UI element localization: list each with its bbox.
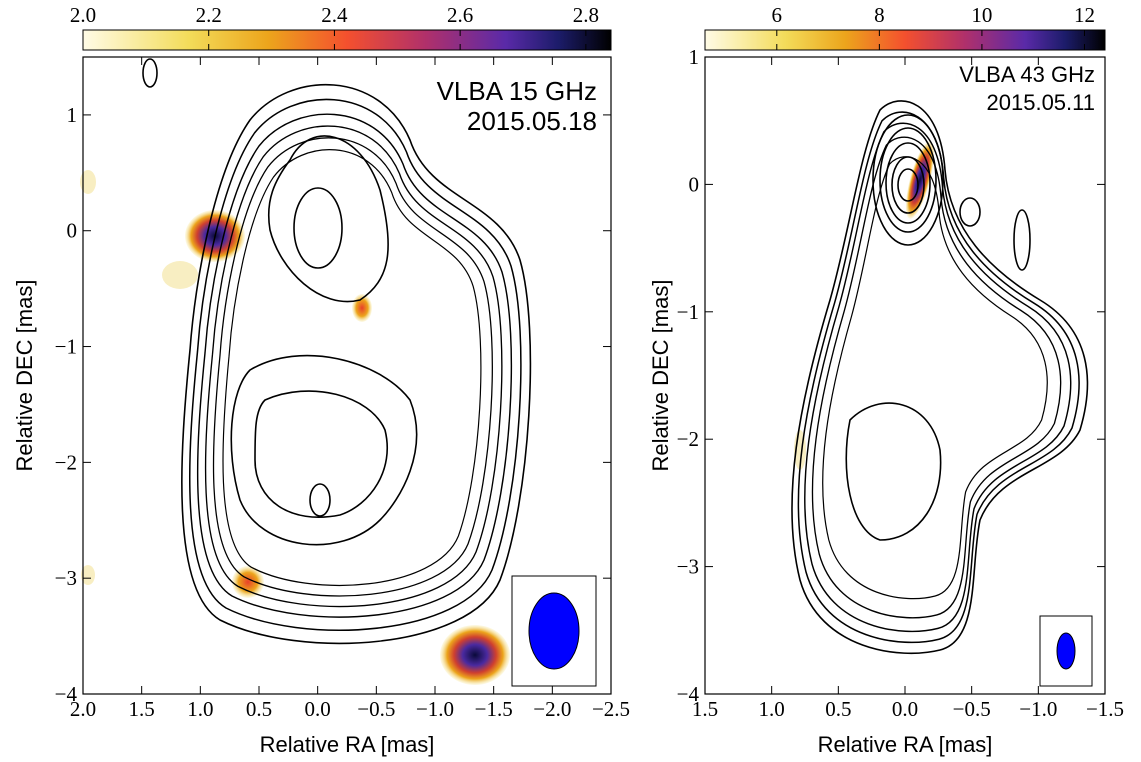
y-tick-label: −2	[677, 427, 699, 451]
beam	[1056, 632, 1076, 670]
annotation: VLBA 15 GHz	[437, 76, 597, 106]
y-axis-label: Relative DEC [mas]	[648, 280, 673, 472]
annotation: 2015.05.18	[467, 106, 597, 136]
emission-blob	[80, 170, 96, 194]
x-axis-label: Relative RA [mas]	[818, 732, 993, 757]
emission-blob	[905, 141, 935, 219]
x-tick-label: 0.0	[892, 697, 918, 721]
x-tick-label: −1.5	[475, 697, 513, 721]
x-tick-label: −1.5	[1086, 697, 1124, 721]
emission-blob	[162, 261, 198, 289]
annotation: 2015.05.11	[987, 90, 1095, 115]
beam	[528, 592, 580, 670]
x-tick-label: −2.5	[592, 697, 630, 721]
x-tick-label: 0.0	[305, 697, 331, 721]
y-tick-label: −1	[55, 335, 77, 359]
x-tick-label: 1.0	[187, 697, 213, 721]
colorbar	[82, 29, 612, 51]
colorbar-tick-label: 2.4	[321, 3, 348, 27]
x-tick-label: 1.5	[129, 697, 155, 721]
x-tick-label: 0.5	[825, 697, 851, 721]
y-tick-label: 1	[67, 103, 78, 127]
y-axis-label: Relative DEC [mas]	[12, 280, 37, 472]
x-tick-label: −0.5	[357, 697, 395, 721]
colorbar-tick-label: 8	[874, 3, 885, 27]
y-tick-label: −2	[55, 450, 77, 474]
panel-right-image	[791, 100, 1093, 687]
colorbar-tick-label: 2.2	[196, 3, 222, 27]
panel-left-image	[80, 58, 597, 687]
x-tick-label: −1.0	[1019, 697, 1057, 721]
contours	[142, 58, 532, 645]
y-tick-label: −3	[55, 566, 77, 590]
x-tick-label: −0.5	[953, 697, 991, 721]
annotation: VLBA 43 GHz	[959, 62, 1095, 87]
colorbar-tick-label: 10	[971, 3, 992, 27]
x-tick-label: −1.0	[416, 697, 454, 721]
colorbar	[704, 29, 1106, 51]
emission-blob	[440, 625, 510, 685]
x-axis-label: Relative RA [mas]	[260, 732, 435, 757]
colorbar-tick-label: 2.8	[573, 3, 599, 27]
plot-frame	[82, 56, 612, 695]
y-tick-label: 0	[67, 219, 78, 243]
y-tick-label: −4	[677, 682, 700, 706]
y-tick-label: −1	[677, 300, 699, 324]
y-tick-label: 1	[689, 45, 700, 69]
y-tick-label: −3	[677, 555, 699, 579]
colorbar-tick-label: 2.0	[70, 3, 96, 27]
x-tick-label: 1.0	[759, 697, 785, 721]
x-tick-label: −2.0	[533, 697, 571, 721]
y-tick-label: 0	[689, 172, 700, 196]
contours	[791, 100, 1089, 655]
x-tick-label: 1.5	[692, 697, 718, 721]
x-tick-label: 2.0	[70, 697, 96, 721]
emission-blob	[81, 565, 95, 585]
colorbar-tick-label: 6	[772, 3, 783, 27]
y-tick-label: −4	[55, 682, 78, 706]
x-tick-label: 0.5	[246, 697, 272, 721]
colorbar-tick-label: 2.6	[447, 3, 473, 27]
colorbar-tick-label: 12	[1074, 3, 1095, 27]
